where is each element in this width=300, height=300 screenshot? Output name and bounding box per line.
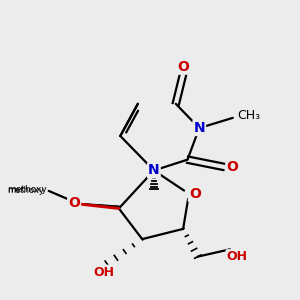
Text: methoxy: methoxy bbox=[8, 186, 44, 195]
Text: O: O bbox=[177, 60, 189, 74]
Text: OH: OH bbox=[94, 266, 115, 279]
Text: O: O bbox=[68, 196, 80, 210]
Text: OH: OH bbox=[227, 250, 248, 263]
Text: O: O bbox=[189, 187, 201, 201]
Text: N: N bbox=[194, 121, 205, 135]
Text: N: N bbox=[148, 164, 160, 178]
Text: methoxy: methoxy bbox=[8, 185, 47, 194]
Text: O: O bbox=[226, 160, 238, 174]
Text: CH₃: CH₃ bbox=[237, 109, 260, 122]
